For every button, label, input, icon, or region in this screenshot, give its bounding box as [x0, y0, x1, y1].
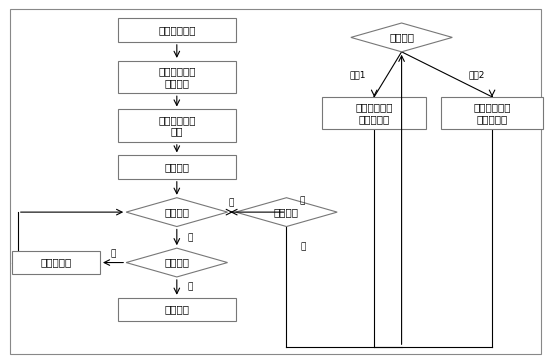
Text: 设定误差允许
范围: 设定误差允许 范围	[158, 115, 196, 136]
Text: 开始打印: 开始打印	[164, 162, 190, 172]
Text: 是: 是	[188, 233, 193, 242]
Text: 剔除错误部分
或重新打印: 剔除错误部分 或重新打印	[355, 102, 393, 124]
Text: 错误1: 错误1	[349, 70, 366, 79]
Polygon shape	[126, 248, 228, 277]
FancyBboxPatch shape	[118, 298, 236, 321]
Text: 否: 否	[299, 197, 305, 206]
Text: 打印下一层: 打印下一层	[41, 258, 72, 268]
FancyBboxPatch shape	[441, 97, 543, 129]
Text: 打印完成: 打印完成	[164, 258, 190, 268]
Text: 否: 否	[229, 199, 234, 208]
FancyBboxPatch shape	[322, 97, 426, 129]
FancyBboxPatch shape	[118, 19, 236, 42]
Text: 错误2: 错误2	[469, 70, 485, 79]
Text: 否: 否	[110, 249, 116, 258]
Text: 根据打印材料
划分模块: 根据打印材料 划分模块	[158, 66, 196, 88]
Polygon shape	[351, 23, 452, 52]
Text: 设计物体图纸: 设计物体图纸	[158, 25, 196, 35]
Polygon shape	[126, 198, 228, 227]
Text: 打印成功: 打印成功	[164, 305, 190, 314]
Text: 材料正确: 材料正确	[164, 207, 190, 217]
Text: 误差范围: 误差范围	[274, 207, 299, 217]
Text: 更改程序填补
未打印部分: 更改程序填补 未打印部分	[473, 102, 511, 124]
Polygon shape	[236, 198, 337, 227]
FancyBboxPatch shape	[118, 110, 236, 142]
Text: 错误种类: 错误种类	[389, 32, 414, 42]
FancyBboxPatch shape	[118, 155, 236, 179]
FancyBboxPatch shape	[118, 61, 236, 93]
Text: 是: 是	[300, 242, 306, 251]
Text: 是: 是	[188, 283, 193, 292]
FancyBboxPatch shape	[12, 251, 100, 274]
